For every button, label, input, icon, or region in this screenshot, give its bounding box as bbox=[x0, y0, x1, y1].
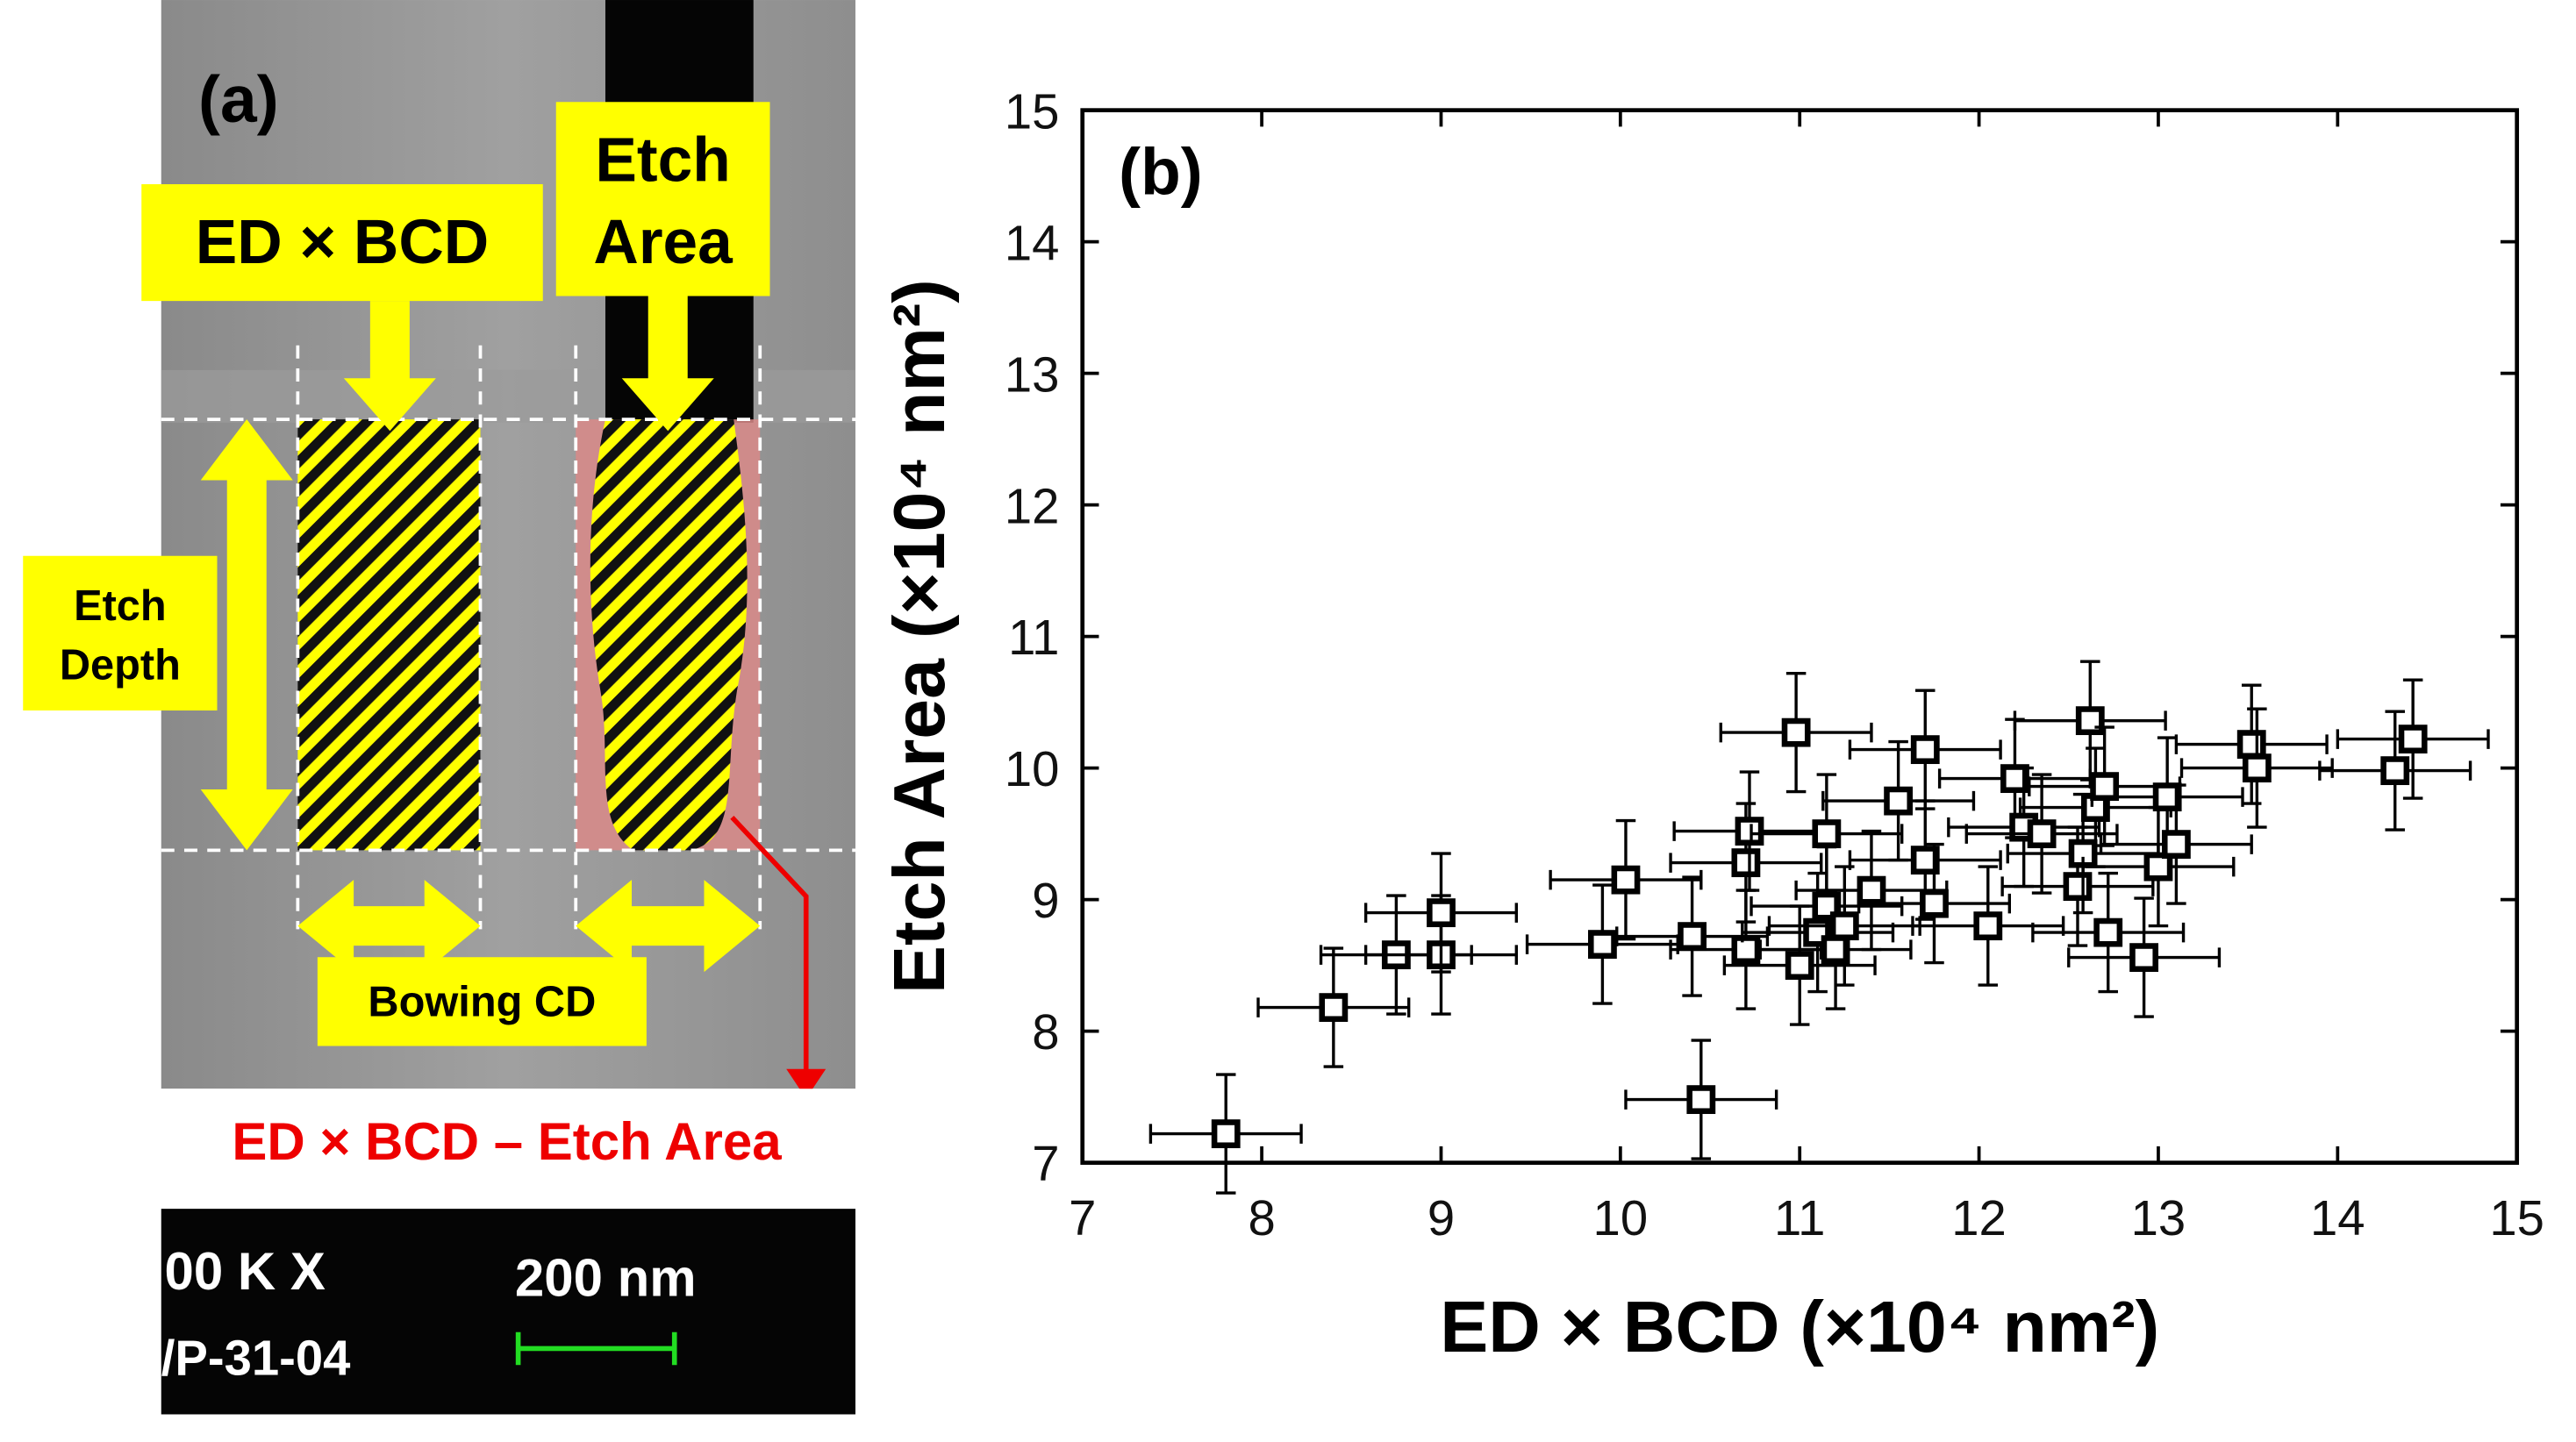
x-tick-label: 13 bbox=[2131, 1190, 2186, 1246]
point bbox=[2129, 943, 2159, 973]
etch-area-label: Etch bbox=[595, 125, 730, 195]
panel-label: (a) bbox=[198, 62, 279, 136]
point bbox=[1731, 848, 1761, 878]
point bbox=[2242, 753, 2272, 783]
point bbox=[1211, 1119, 1241, 1149]
sem-info-band bbox=[161, 1209, 855, 1415]
x-tick-label: 7 bbox=[1069, 1190, 1096, 1246]
ed-bcd-rect bbox=[297, 419, 481, 851]
point bbox=[1910, 735, 1940, 765]
point bbox=[1973, 911, 2003, 941]
panel-b: (b) ED × BCD (×10⁴ nm²) Etch Area (×10⁴ … bbox=[879, 83, 2544, 1367]
point bbox=[2090, 772, 2120, 802]
point bbox=[1920, 889, 1949, 918]
panel-label: (b) bbox=[1119, 134, 1203, 208]
red-arrow bbox=[730, 815, 809, 1086]
y-tick-label: 13 bbox=[1005, 346, 1060, 402]
sem-magnification: 00 K X bbox=[164, 1242, 325, 1301]
y-tick-label: 10 bbox=[1005, 741, 1060, 796]
y-tick-label: 8 bbox=[1032, 1004, 1059, 1060]
x-tick-label: 11 bbox=[1774, 1190, 1825, 1246]
etch-depth-label: Depth bbox=[60, 641, 181, 689]
x-tick-label: 12 bbox=[1951, 1190, 2007, 1246]
y-tick-label: 7 bbox=[1032, 1136, 1059, 1191]
panel-a: (a) ED × BCD Etch Area Etch Depth Bowing… bbox=[23, 0, 855, 1415]
bowing-cd-label: Bowing CD bbox=[368, 979, 596, 1026]
y-tick-label: 9 bbox=[1032, 873, 1059, 928]
point bbox=[2161, 830, 2191, 860]
point bbox=[2143, 852, 2173, 882]
y-tick-label: 11 bbox=[1008, 610, 1059, 665]
x-tick-label: 8 bbox=[1248, 1190, 1275, 1246]
x-tick-label: 10 bbox=[1593, 1190, 1649, 1246]
point bbox=[1857, 875, 1886, 905]
y-tick-label: 15 bbox=[1005, 83, 1060, 139]
y-tick-label: 12 bbox=[1005, 478, 1060, 533]
label-boxes bbox=[23, 102, 770, 1046]
point bbox=[1611, 865, 1641, 895]
y-tick-label: 14 bbox=[1005, 215, 1060, 270]
arrows bbox=[200, 296, 761, 973]
point bbox=[1427, 898, 1456, 928]
point bbox=[2236, 730, 2266, 760]
point bbox=[1785, 951, 1814, 981]
point bbox=[1587, 930, 1617, 960]
sem-id: /P-31-04 bbox=[161, 1330, 351, 1385]
point bbox=[1735, 817, 1764, 846]
point bbox=[1678, 922, 1707, 952]
etch-depth-label: Etch bbox=[74, 582, 167, 630]
guides bbox=[161, 345, 855, 930]
point bbox=[1781, 717, 1811, 747]
y-axis-title: Etch Area (×10⁴ nm²) bbox=[879, 279, 960, 994]
x-tick-label: 14 bbox=[2310, 1190, 2365, 1246]
point bbox=[1829, 911, 1859, 941]
x-axis-title: ED × BCD (×10⁴ nm²) bbox=[1440, 1287, 2159, 1367]
point bbox=[1731, 935, 1761, 965]
point bbox=[2380, 756, 2410, 786]
point bbox=[2063, 872, 2093, 902]
x-tick-label: 9 bbox=[1428, 1190, 1455, 1246]
sem-scale: 200 nm bbox=[515, 1248, 697, 1307]
difference-label: ED × BCD – Etch Area bbox=[232, 1112, 782, 1171]
point bbox=[2093, 917, 2123, 947]
point bbox=[1884, 786, 1914, 816]
point bbox=[1686, 1085, 1716, 1115]
point bbox=[1812, 819, 1842, 849]
ed-bcd-label: ED × BCD bbox=[196, 208, 489, 277]
etch-area-shape bbox=[590, 419, 748, 851]
red-arrowhead bbox=[786, 1068, 826, 1099]
etch-area-label: Area bbox=[593, 208, 733, 277]
x-tick-label: 15 bbox=[2489, 1190, 2544, 1246]
point bbox=[2027, 819, 2057, 849]
point bbox=[1319, 993, 1349, 1023]
caption-band bbox=[161, 1089, 855, 1210]
point bbox=[2398, 725, 2428, 754]
